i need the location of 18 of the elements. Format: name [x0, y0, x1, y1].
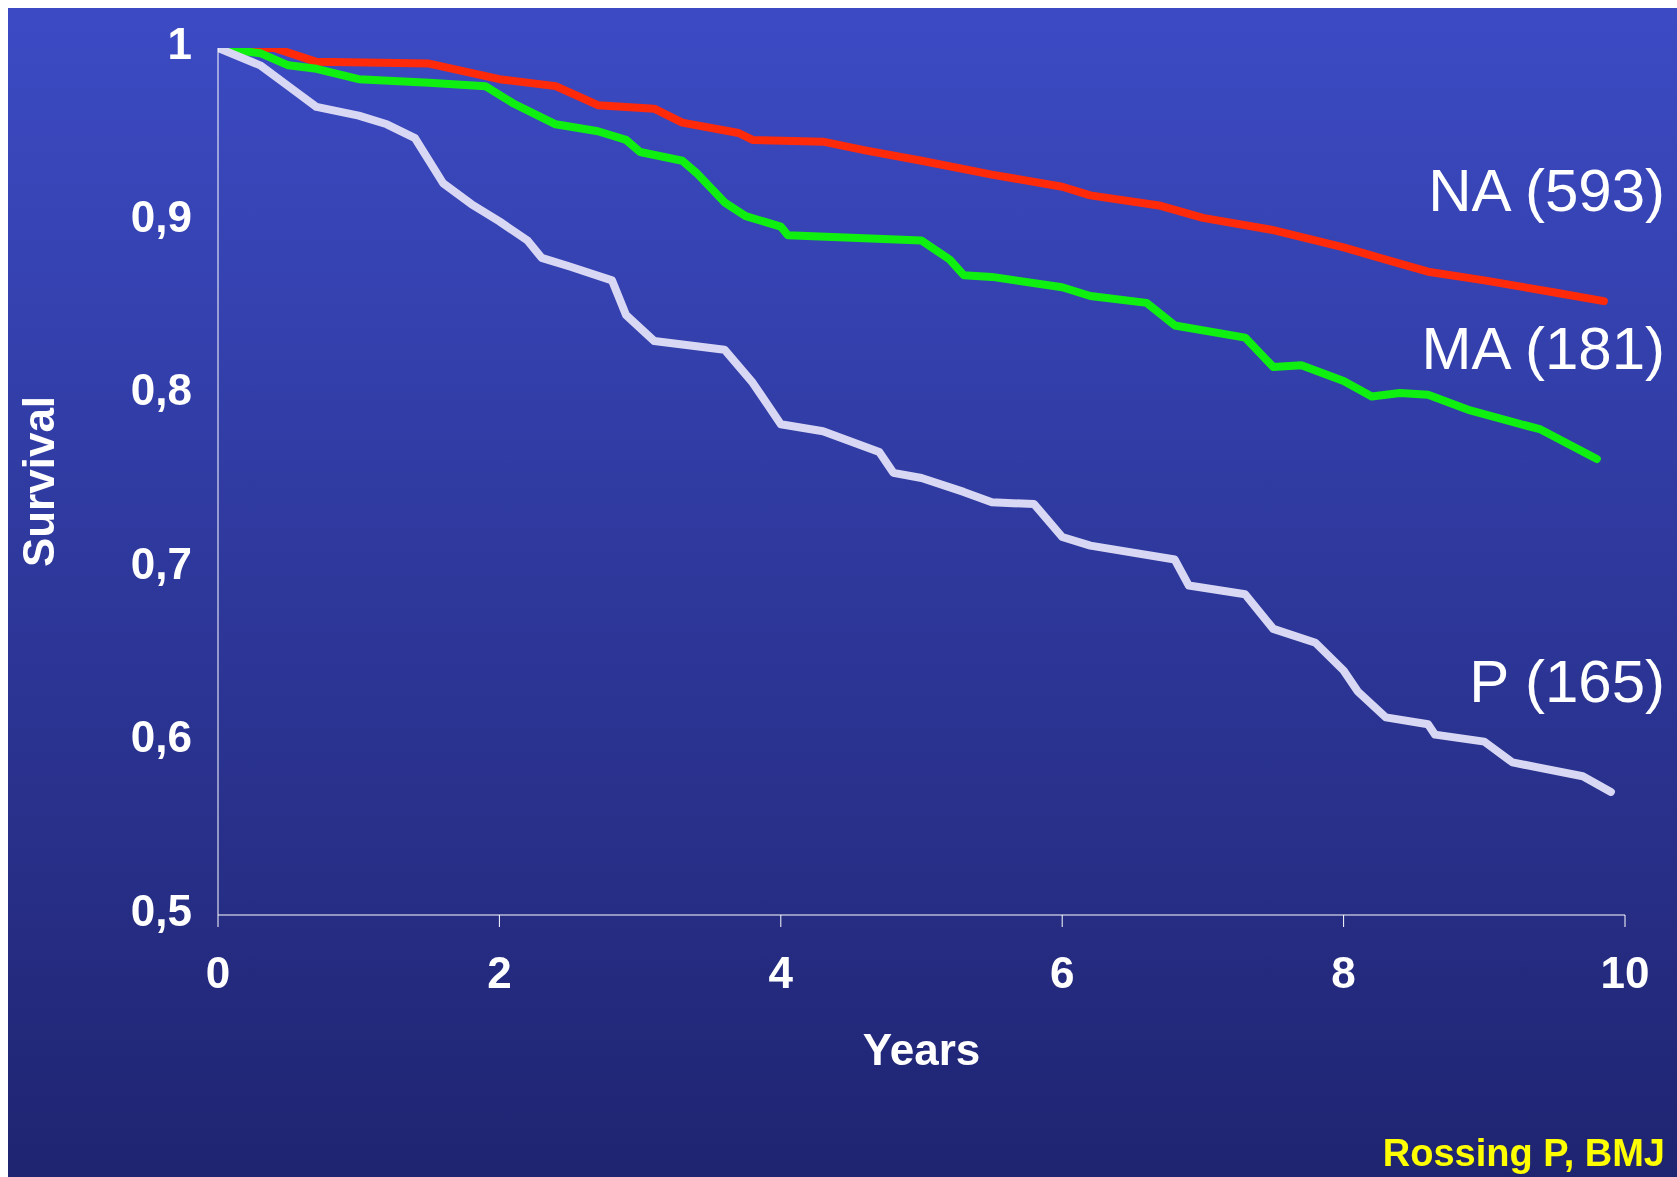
x-tick-label: 10 [1600, 948, 1650, 998]
series-label: P (165) [1469, 647, 1665, 715]
x-tick-label: 2 [487, 948, 512, 998]
x-tick-label: 8 [1331, 948, 1356, 998]
x-axis-title: Years [862, 1025, 981, 1074]
text: Rossing P, BMJ [1382, 1132, 1665, 1175]
x-tick-label: 6 [1049, 948, 1075, 998]
x-tick-label: 4 [768, 948, 794, 998]
y-tick-label: 0,8 [130, 365, 192, 415]
y-tick-label: 0,6 [130, 712, 192, 762]
y-tick-label: 0,7 [130, 538, 192, 588]
y-tick-label: 0,9 [130, 192, 192, 242]
x-tick-label: 0 [205, 948, 231, 998]
y-tick-label: 0,5 [130, 885, 192, 935]
series-label: MA (181) [1421, 314, 1665, 382]
y-tick-label: 1 [167, 18, 192, 68]
series-label: NA (593) [1428, 157, 1665, 225]
y-axis-title: Survival [13, 395, 63, 568]
